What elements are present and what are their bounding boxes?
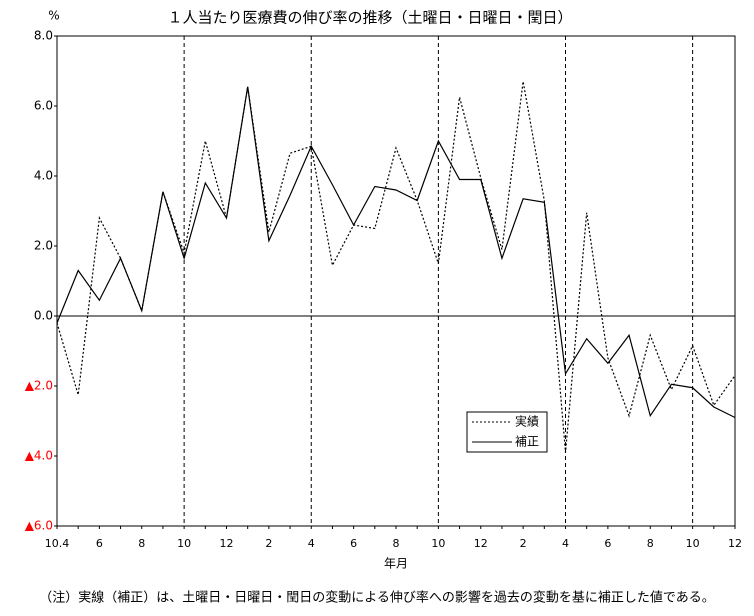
y-tick-label: 2.0 [34,239,53,253]
chart-title: １人当たり医療費の伸び率の推移（土曜日・日曜日・閏日） [167,9,572,27]
y-tick-label: ▲4.0 [25,449,53,463]
x-tick-label: 4 [562,537,569,550]
x-tick-label: 8 [138,537,145,550]
y-tick-label: 8.0 [34,29,53,43]
series-line [56,81,736,453]
x-tick-label: 6 [96,537,103,550]
x-tick-label: 2 [265,537,272,550]
legend-label: 実績 [515,414,539,429]
x-tick-label: 8 [393,537,400,550]
x-tick-label: 2 [520,537,527,550]
plot-frame [56,35,736,527]
x-tick-label: 8 [647,537,654,550]
y-unit: % [48,9,59,23]
x-tick-label: 12 [728,537,742,550]
x-tick-label: 12 [220,537,234,550]
series-line [56,86,736,419]
x-tick-label: 10.4 [45,537,70,550]
y-tick-label: ▲6.0 [25,519,53,533]
y-tick-label: 4.0 [34,169,53,183]
y-tick-label: ▲2.0 [25,379,53,393]
y-tick-label: 0.0 [34,309,53,323]
y-tick-label: 6.0 [34,99,53,113]
x-tick-label: 10 [177,537,191,550]
x-axis-title: 年月 [384,557,408,571]
x-tick-label: 6 [350,537,357,550]
x-tick-label: 6 [604,537,611,550]
x-tick-label: 12 [474,537,488,550]
legend-label: 補正 [515,435,539,449]
legend-box [466,411,548,453]
note: （注）実線（補正）は、土曜日・日曜日・閏日の変動による伸び率への影響を過去の変動… [39,590,714,606]
x-tick-label: 10 [686,537,700,550]
x-tick-label: 10 [431,537,445,550]
x-tick-label: 4 [308,537,315,550]
